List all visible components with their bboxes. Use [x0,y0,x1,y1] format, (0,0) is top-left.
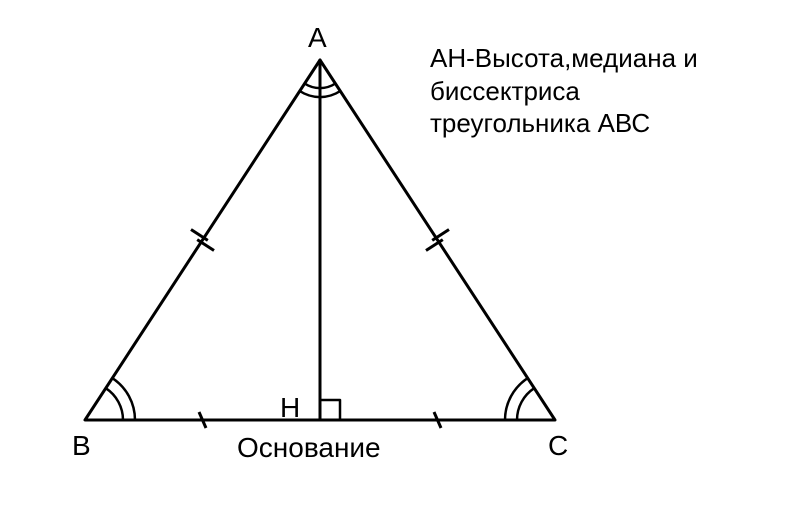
angle-arc-c1 [517,388,534,420]
note-line-3: треугольника АВС [430,107,698,140]
label-a: А [308,22,327,54]
note-line-1: АН-Высота,медиана и [430,42,698,75]
right-angle-mark [320,400,340,420]
label-b: В [72,430,91,462]
label-base: Основание [237,432,381,464]
angle-arc-b1 [106,388,123,420]
label-h: Н [280,392,300,424]
note-text: АН-Высота,медиана и биссектриса треуголь… [430,42,698,140]
label-c: С [548,430,568,462]
diagram-stage: А В С Н Основание АН-Высота,медиана и би… [0,0,788,531]
note-line-2: биссектриса [430,75,698,108]
